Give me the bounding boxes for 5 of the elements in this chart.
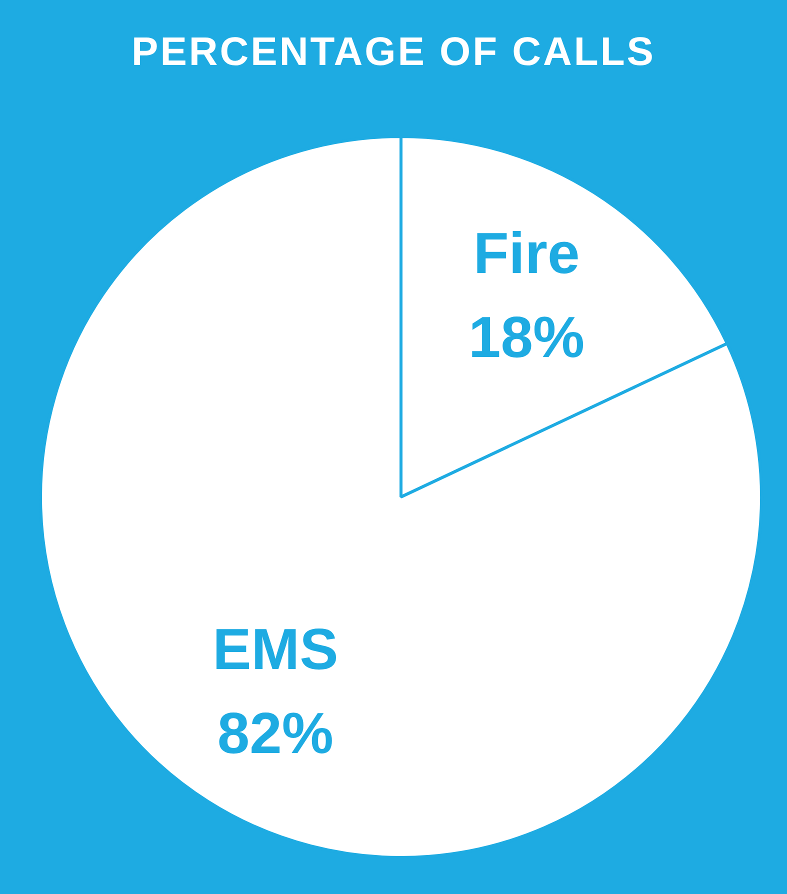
slice-label: EMS	[212, 616, 338, 682]
slice-label: Fire	[473, 221, 580, 286]
data-label: 82%	[217, 700, 334, 766]
data-label: 18%	[468, 305, 585, 370]
chart-title: PERCENTAGE OF CALLS	[130, 30, 656, 75]
